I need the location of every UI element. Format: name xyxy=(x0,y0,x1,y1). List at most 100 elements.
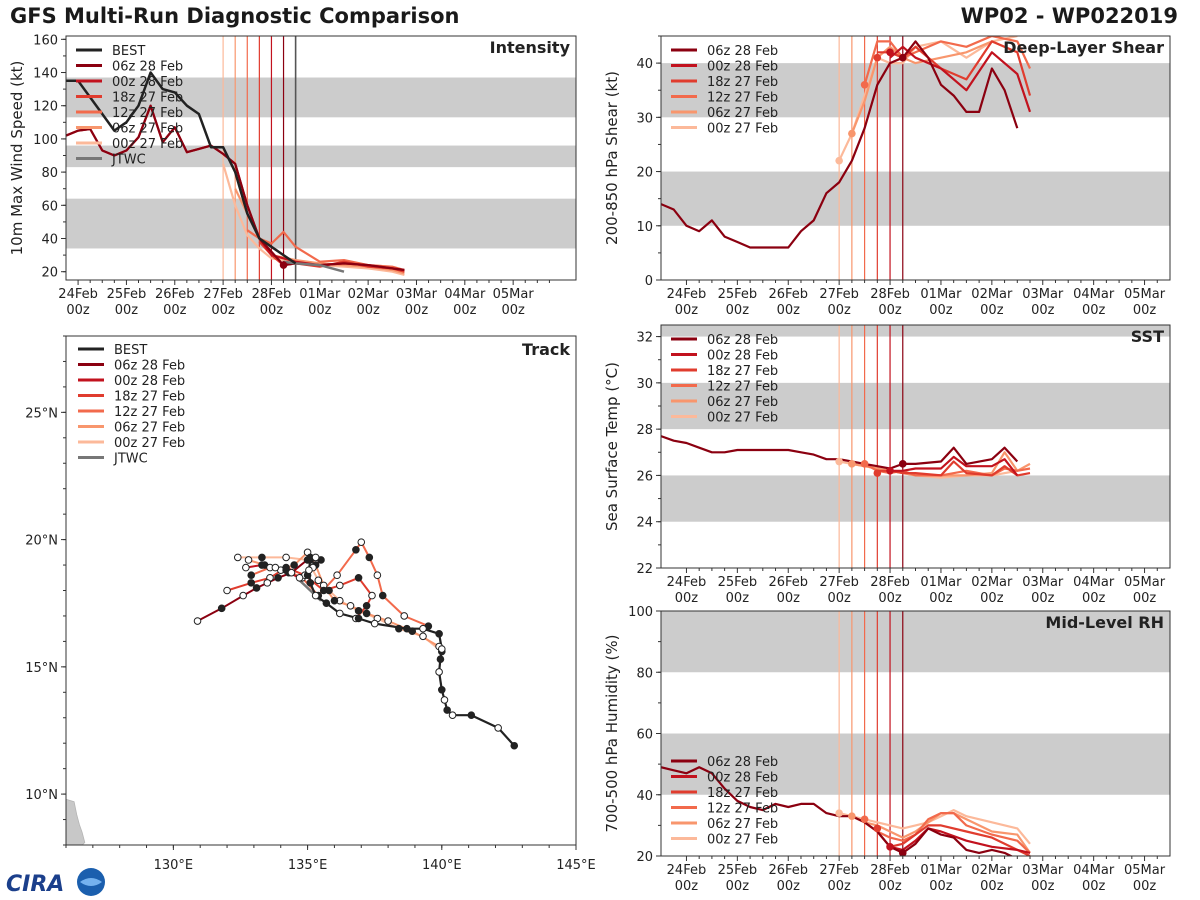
sst-xtick-label-date: 24Feb xyxy=(667,575,707,590)
sst-xtick-label-date: 01Mar xyxy=(920,575,962,590)
intensity-xtick-label-date: 04Mar xyxy=(444,287,486,302)
intensity-ytick-label: 40 xyxy=(41,233,58,248)
intensity-ytick-label: 140 xyxy=(33,67,58,82)
intensity-xtick-label-hour: 00z xyxy=(308,303,332,318)
sst-legend-label: 06z 28 Feb xyxy=(707,333,778,348)
sst-xtick-label-date: 03Mar xyxy=(1022,575,1064,590)
track-legend-label: BEST xyxy=(114,343,147,358)
rh-ytick-label: 60 xyxy=(636,728,653,743)
rh-ylabel: 700-500 hPa Humidity (%) xyxy=(603,634,621,832)
shear-legend-label: 00z 28 Feb xyxy=(707,60,778,75)
track-forecast-point xyxy=(258,553,266,562)
intensity-xtick-label-hour: 00z xyxy=(163,303,187,318)
shear-init-marker xyxy=(860,81,869,89)
shear-xtick-label-date: 27Feb xyxy=(819,287,859,302)
shear-series-line xyxy=(863,36,1031,86)
shear-xtick-label-hour: 00z xyxy=(929,303,953,318)
track-best-point xyxy=(448,711,457,720)
shear-legend-label: 18z 27 Feb xyxy=(707,75,778,90)
shear-ytick-label: 40 xyxy=(636,57,653,72)
intensity-xtick-label-hour: 00z xyxy=(211,303,235,318)
track-xtick-label: 130°E xyxy=(154,858,194,873)
track-best-point xyxy=(305,566,313,574)
intensity-legend-label: BEST xyxy=(112,44,145,59)
shear-ytick-label: 0 xyxy=(645,274,653,289)
rh-legend-label: 06z 27 Feb xyxy=(707,817,778,832)
intensity-ytick-label: 120 xyxy=(33,100,58,115)
shear-init-marker xyxy=(873,53,882,62)
sst-xtick-label-date: 27Feb xyxy=(819,575,859,590)
shear-shaded-band xyxy=(661,63,1170,118)
shear-legend-label: 06z 28 Feb xyxy=(707,44,778,59)
sst-title: SST xyxy=(1131,327,1164,346)
intensity-shaded-band xyxy=(66,198,576,249)
shear-panel: 01020304024Feb00z25Feb00z26Feb00z27Feb00… xyxy=(603,35,1171,318)
track-title: Track xyxy=(522,340,570,359)
sst-ytick-label: 32 xyxy=(636,331,653,346)
track-panel: 130°E 135°E 140°E 145°E 10°N 15°N 20°N 25°N Trac… xyxy=(25,335,596,873)
rh-legend-label: 00z 28 Feb xyxy=(707,771,778,786)
intensity-legend-label: 12z 27 Feb xyxy=(112,106,183,121)
track-forecast-point xyxy=(362,601,371,610)
track-best-point xyxy=(435,629,443,638)
track-best-point xyxy=(403,624,411,633)
rh-init-marker xyxy=(886,843,894,851)
track-forecast-point xyxy=(244,556,253,564)
sst-ytick-label: 26 xyxy=(636,469,653,484)
track-forecast-point xyxy=(319,586,328,595)
sst-series-line xyxy=(890,455,1019,477)
track-plot-area xyxy=(66,538,576,845)
rh-ytick-label: 100 xyxy=(628,605,653,620)
sst-ytick-label: 28 xyxy=(636,423,653,438)
track-xtick-label: 140°E xyxy=(422,858,462,873)
track-forecast-point xyxy=(295,573,304,582)
track-forecast-point xyxy=(263,579,272,587)
rh-xtick-label-date: 01Mar xyxy=(920,863,962,878)
shear-legend-label: 06z 27 Feb xyxy=(707,106,778,121)
shear-xtick-label-date: 25Feb xyxy=(718,287,758,302)
sst-plot-area xyxy=(661,325,1170,568)
sst-legend-label: 06z 27 Feb xyxy=(707,395,778,410)
track-best-point xyxy=(311,591,320,600)
sst-xtick-label-hour: 00z xyxy=(929,591,953,606)
shear-xtick-label-hour: 00z xyxy=(1031,303,1055,318)
track-forecast-point xyxy=(239,591,247,600)
intensity-xtick-label-hour: 00z xyxy=(66,303,90,318)
cira-logo: CIRA xyxy=(6,868,105,897)
intensity-shaded-band xyxy=(66,77,576,118)
intensity-xtick-label-hour: 00z xyxy=(356,303,380,318)
track-ytick-label: 15°N xyxy=(25,661,58,676)
track-best-point xyxy=(370,619,379,628)
rh-xtick-label-date: 02Mar xyxy=(971,863,1013,878)
intensity-xtick-label-hour: 00z xyxy=(260,303,284,318)
rh-legend-label: 12z 27 Feb xyxy=(707,802,778,817)
shear-series-line xyxy=(850,40,1018,135)
sst-xtick-label-date: 28Feb xyxy=(870,575,910,590)
intensity-ytick-label: 20 xyxy=(41,266,58,281)
shear-ylabel: 200-850 hPa Shear (kt) xyxy=(603,71,621,245)
shear-xtick-label-hour: 00z xyxy=(777,303,801,318)
track-legend-label: 06z 27 Feb xyxy=(114,421,185,436)
rh-shaded-band xyxy=(661,733,1170,795)
sst-xtick-label-date: 26Feb xyxy=(768,575,808,590)
track-forecast-point xyxy=(330,596,339,605)
shear-xtick-label-date: 02Mar xyxy=(971,287,1013,302)
track-forecast-point xyxy=(400,612,409,620)
shear-series-line xyxy=(889,45,1032,113)
intensity-legend-label: JTWC xyxy=(111,153,146,168)
track-forecast-point xyxy=(335,581,344,590)
sst-shaded-band xyxy=(661,325,1170,337)
sst-init-marker xyxy=(873,469,882,477)
rh-init-marker xyxy=(848,812,856,820)
intensity-xtick-label-date: 27Feb xyxy=(203,287,243,302)
sst-shaded-band xyxy=(661,475,1170,522)
shear-xtick-label-hour: 00z xyxy=(726,303,750,318)
rh-xtick-label-hour: 00z xyxy=(1082,879,1106,894)
storm-id: WP02 - WP022019 xyxy=(960,4,1178,28)
track-best-point xyxy=(335,609,344,618)
intensity-xtick-label-date: 24Feb xyxy=(58,287,98,302)
track-legend-label: 18z 27 Feb xyxy=(114,390,185,405)
sst-xtick-label-hour: 00z xyxy=(726,591,750,606)
rh-legend-label: 18z 27 Feb xyxy=(707,786,778,801)
